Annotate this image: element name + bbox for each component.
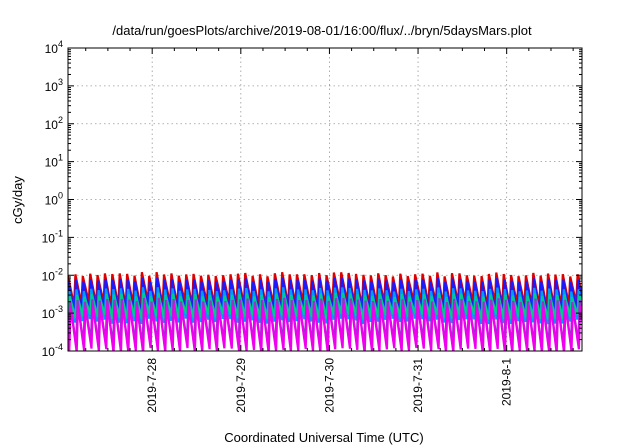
- x-axis-ticks: 2019-7-28 2019-7-29 2019-7-30 2019-7-31 2019…: [85, 48, 574, 413]
- x-tick-label: 2019-7-30: [322, 358, 336, 413]
- y-tick-label: 10-3: [42, 304, 63, 321]
- y-tick-label: 10-2: [42, 266, 63, 283]
- x-tick-label: 2019-7-29: [234, 358, 248, 413]
- series-group: [68, 271, 582, 351]
- y-tick-label: 100: [45, 191, 63, 208]
- y-tick-label: 10-1: [42, 228, 63, 245]
- x-tick-label: 2019-7-31: [411, 358, 425, 413]
- y-tick-label: 102: [45, 115, 63, 132]
- y-tick-label: 104: [45, 39, 63, 56]
- x-axis-label: Coordinated Universal Time (UTC): [224, 430, 423, 445]
- x-tick-label: 2019-7-28: [145, 358, 159, 413]
- y-tick-label: 10-4: [42, 342, 63, 359]
- y-axis-label: cGy/day: [10, 176, 25, 224]
- y-tick-label: 101: [45, 153, 63, 170]
- series-line: [68, 302, 582, 351]
- x-tick-label: 2019-8-1: [500, 358, 514, 406]
- y-tick-label: 103: [45, 77, 63, 94]
- y-axis-ticks: 10-4 10-3 10-2 10-1 100 101 102 103 104: [42, 39, 582, 359]
- chart-title: /data/run/goesPlots/archive/2019-08-01/1…: [112, 23, 532, 38]
